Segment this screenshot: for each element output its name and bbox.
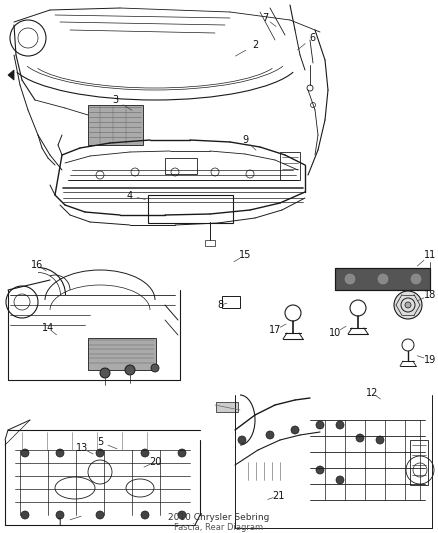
Polygon shape <box>8 70 14 80</box>
Circle shape <box>141 511 149 519</box>
Circle shape <box>56 511 64 519</box>
Circle shape <box>291 426 299 434</box>
Text: 4: 4 <box>127 191 133 201</box>
Circle shape <box>96 449 104 457</box>
Circle shape <box>378 274 388 284</box>
Text: 1: 1 <box>57 518 63 528</box>
Text: 15: 15 <box>239 250 251 260</box>
Text: 5: 5 <box>97 437 103 447</box>
Bar <box>165 158 197 174</box>
Text: 13: 13 <box>76 443 88 453</box>
Text: 19: 19 <box>424 355 436 365</box>
Text: 3: 3 <box>112 95 118 105</box>
Circle shape <box>151 364 159 372</box>
Text: 6: 6 <box>309 33 315 43</box>
Bar <box>88 338 156 370</box>
Bar <box>216 402 238 412</box>
Circle shape <box>21 511 29 519</box>
Text: 7: 7 <box>262 13 268 23</box>
Text: 12: 12 <box>366 388 378 398</box>
Circle shape <box>141 449 149 457</box>
Circle shape <box>336 421 344 429</box>
Circle shape <box>316 421 324 429</box>
Circle shape <box>316 466 324 474</box>
Bar <box>280 152 300 180</box>
Text: 18: 18 <box>424 290 436 300</box>
Circle shape <box>96 511 104 519</box>
Text: 17: 17 <box>269 325 281 335</box>
Text: 11: 11 <box>424 250 436 260</box>
Text: 8: 8 <box>217 300 223 310</box>
Circle shape <box>356 434 364 442</box>
Circle shape <box>411 274 421 284</box>
Circle shape <box>100 368 110 378</box>
Circle shape <box>394 291 422 319</box>
Circle shape <box>56 449 64 457</box>
Bar <box>205 240 215 246</box>
Bar <box>222 296 240 308</box>
Bar <box>335 268 430 290</box>
Bar <box>88 105 143 145</box>
Text: 16: 16 <box>31 260 43 270</box>
Circle shape <box>125 365 135 375</box>
Bar <box>410 440 428 485</box>
Circle shape <box>405 302 411 308</box>
Text: 2010 Chrysler Sebring: 2010 Chrysler Sebring <box>168 513 270 522</box>
Circle shape <box>266 431 274 439</box>
Text: Fascia, Rear Diagram: Fascia, Rear Diagram <box>174 522 264 531</box>
Text: 21: 21 <box>272 491 284 501</box>
Circle shape <box>345 274 355 284</box>
Circle shape <box>376 436 384 444</box>
Bar <box>148 195 233 223</box>
Text: 9: 9 <box>242 135 248 145</box>
Text: 14: 14 <box>42 323 54 333</box>
Text: 2: 2 <box>252 40 258 50</box>
Bar <box>335 268 430 290</box>
Circle shape <box>21 449 29 457</box>
Circle shape <box>178 511 186 519</box>
Text: 20: 20 <box>149 457 161 467</box>
Text: 10: 10 <box>329 328 341 338</box>
Circle shape <box>336 476 344 484</box>
Circle shape <box>238 436 246 444</box>
Circle shape <box>178 449 186 457</box>
